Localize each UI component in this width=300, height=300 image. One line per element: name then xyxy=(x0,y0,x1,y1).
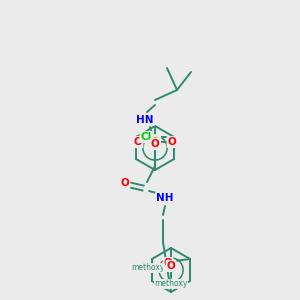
Text: O: O xyxy=(167,261,176,271)
Text: methoxy: methoxy xyxy=(131,263,165,272)
Text: O: O xyxy=(168,137,176,147)
Text: methoxy: methoxy xyxy=(154,280,188,289)
Text: O: O xyxy=(121,178,129,188)
Text: O: O xyxy=(164,258,172,268)
Text: O: O xyxy=(134,137,142,147)
Text: HN: HN xyxy=(136,115,154,125)
Text: NH: NH xyxy=(156,193,174,203)
Text: Cl: Cl xyxy=(140,132,152,142)
Text: O: O xyxy=(151,139,159,149)
Text: S: S xyxy=(150,136,160,148)
